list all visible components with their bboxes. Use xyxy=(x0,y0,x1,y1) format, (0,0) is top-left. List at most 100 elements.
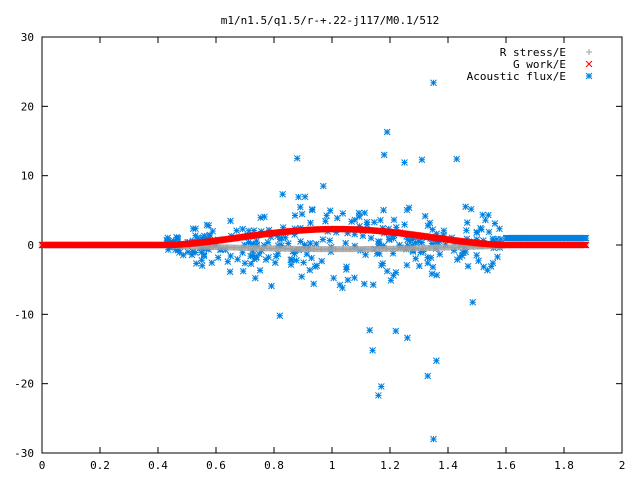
data-point xyxy=(580,241,588,249)
data-point xyxy=(377,216,384,224)
data-point xyxy=(390,272,397,279)
data-point xyxy=(227,217,234,225)
data-point xyxy=(287,256,295,264)
data-point xyxy=(261,213,268,221)
data-point xyxy=(403,261,411,269)
data-point xyxy=(363,218,371,226)
data-point xyxy=(396,241,403,249)
data-point xyxy=(189,248,197,255)
x-tick-label: 1.8 xyxy=(554,459,574,472)
x-tick-label: 1.4 xyxy=(438,459,458,472)
data-point xyxy=(291,231,298,239)
data-point xyxy=(359,232,367,240)
data-point xyxy=(262,256,270,263)
data-point xyxy=(383,267,391,275)
data-point xyxy=(404,334,411,342)
y-tick-label: -20 xyxy=(14,378,34,391)
data-point xyxy=(174,234,181,242)
data-point xyxy=(247,260,255,268)
data-point xyxy=(271,259,279,267)
data-point xyxy=(418,156,426,164)
data-point xyxy=(344,229,351,237)
data-point xyxy=(581,241,589,249)
y-tick-label: -10 xyxy=(14,308,34,321)
data-point xyxy=(428,240,436,247)
data-point xyxy=(459,249,467,257)
data-point xyxy=(253,237,260,245)
data-point xyxy=(424,372,432,380)
data-point xyxy=(276,312,284,320)
data-point xyxy=(433,271,441,279)
data-point xyxy=(224,258,232,265)
data-point xyxy=(496,225,503,233)
data-point xyxy=(234,255,241,263)
data-point xyxy=(217,246,225,253)
data-point xyxy=(342,239,349,247)
data-point xyxy=(247,240,255,248)
data-point xyxy=(493,235,501,243)
data-point xyxy=(375,392,382,399)
data-point xyxy=(201,232,208,240)
series-g-work xyxy=(38,225,590,249)
data-point xyxy=(247,252,255,260)
data-point xyxy=(274,232,281,240)
data-point xyxy=(351,216,359,224)
data-point xyxy=(485,228,493,236)
data-point xyxy=(429,226,436,234)
data-point xyxy=(433,230,441,238)
data-point xyxy=(426,219,434,227)
data-point xyxy=(326,237,334,244)
data-point xyxy=(392,224,400,231)
data-point xyxy=(351,274,358,282)
data-point xyxy=(430,79,437,87)
y-tick-labels: -30 -20 -10 0 10 20 30 xyxy=(14,31,34,460)
data-point xyxy=(312,240,320,248)
data-point xyxy=(380,151,388,159)
data-point xyxy=(456,253,463,261)
data-point xyxy=(203,221,211,229)
data-point xyxy=(339,284,346,292)
data-point xyxy=(253,241,261,249)
data-point xyxy=(300,259,307,266)
data-point xyxy=(170,237,177,244)
data-point xyxy=(418,239,426,246)
data-point xyxy=(415,262,423,270)
data-point xyxy=(319,236,327,243)
data-point xyxy=(164,234,172,242)
data-point xyxy=(383,128,391,136)
data-point xyxy=(297,238,304,245)
data-point xyxy=(293,256,300,264)
data-point xyxy=(586,49,592,55)
data-point xyxy=(366,326,374,334)
data-point xyxy=(375,242,383,249)
data-point xyxy=(380,206,387,214)
data-point xyxy=(386,235,393,243)
data-point xyxy=(479,211,487,219)
data-point xyxy=(477,224,484,232)
data-point xyxy=(585,72,593,80)
data-point xyxy=(351,230,359,238)
data-point xyxy=(245,227,253,235)
data-point xyxy=(420,248,427,255)
data-point xyxy=(256,266,264,274)
data-point xyxy=(462,248,470,256)
data-point xyxy=(462,203,469,211)
data-point xyxy=(424,259,432,267)
data-point xyxy=(192,225,199,233)
data-point xyxy=(188,251,196,259)
data-point xyxy=(433,357,440,365)
data-point xyxy=(482,216,489,224)
data-point xyxy=(318,257,326,265)
data-point xyxy=(373,250,381,257)
data-point xyxy=(379,260,387,267)
data-point xyxy=(164,246,172,254)
data-point xyxy=(484,266,491,274)
data-point xyxy=(390,216,398,224)
data-point xyxy=(306,266,314,274)
data-point xyxy=(298,273,306,280)
data-point xyxy=(311,263,319,270)
data-point xyxy=(377,383,385,390)
data-point xyxy=(227,252,234,260)
data-point xyxy=(440,227,448,235)
